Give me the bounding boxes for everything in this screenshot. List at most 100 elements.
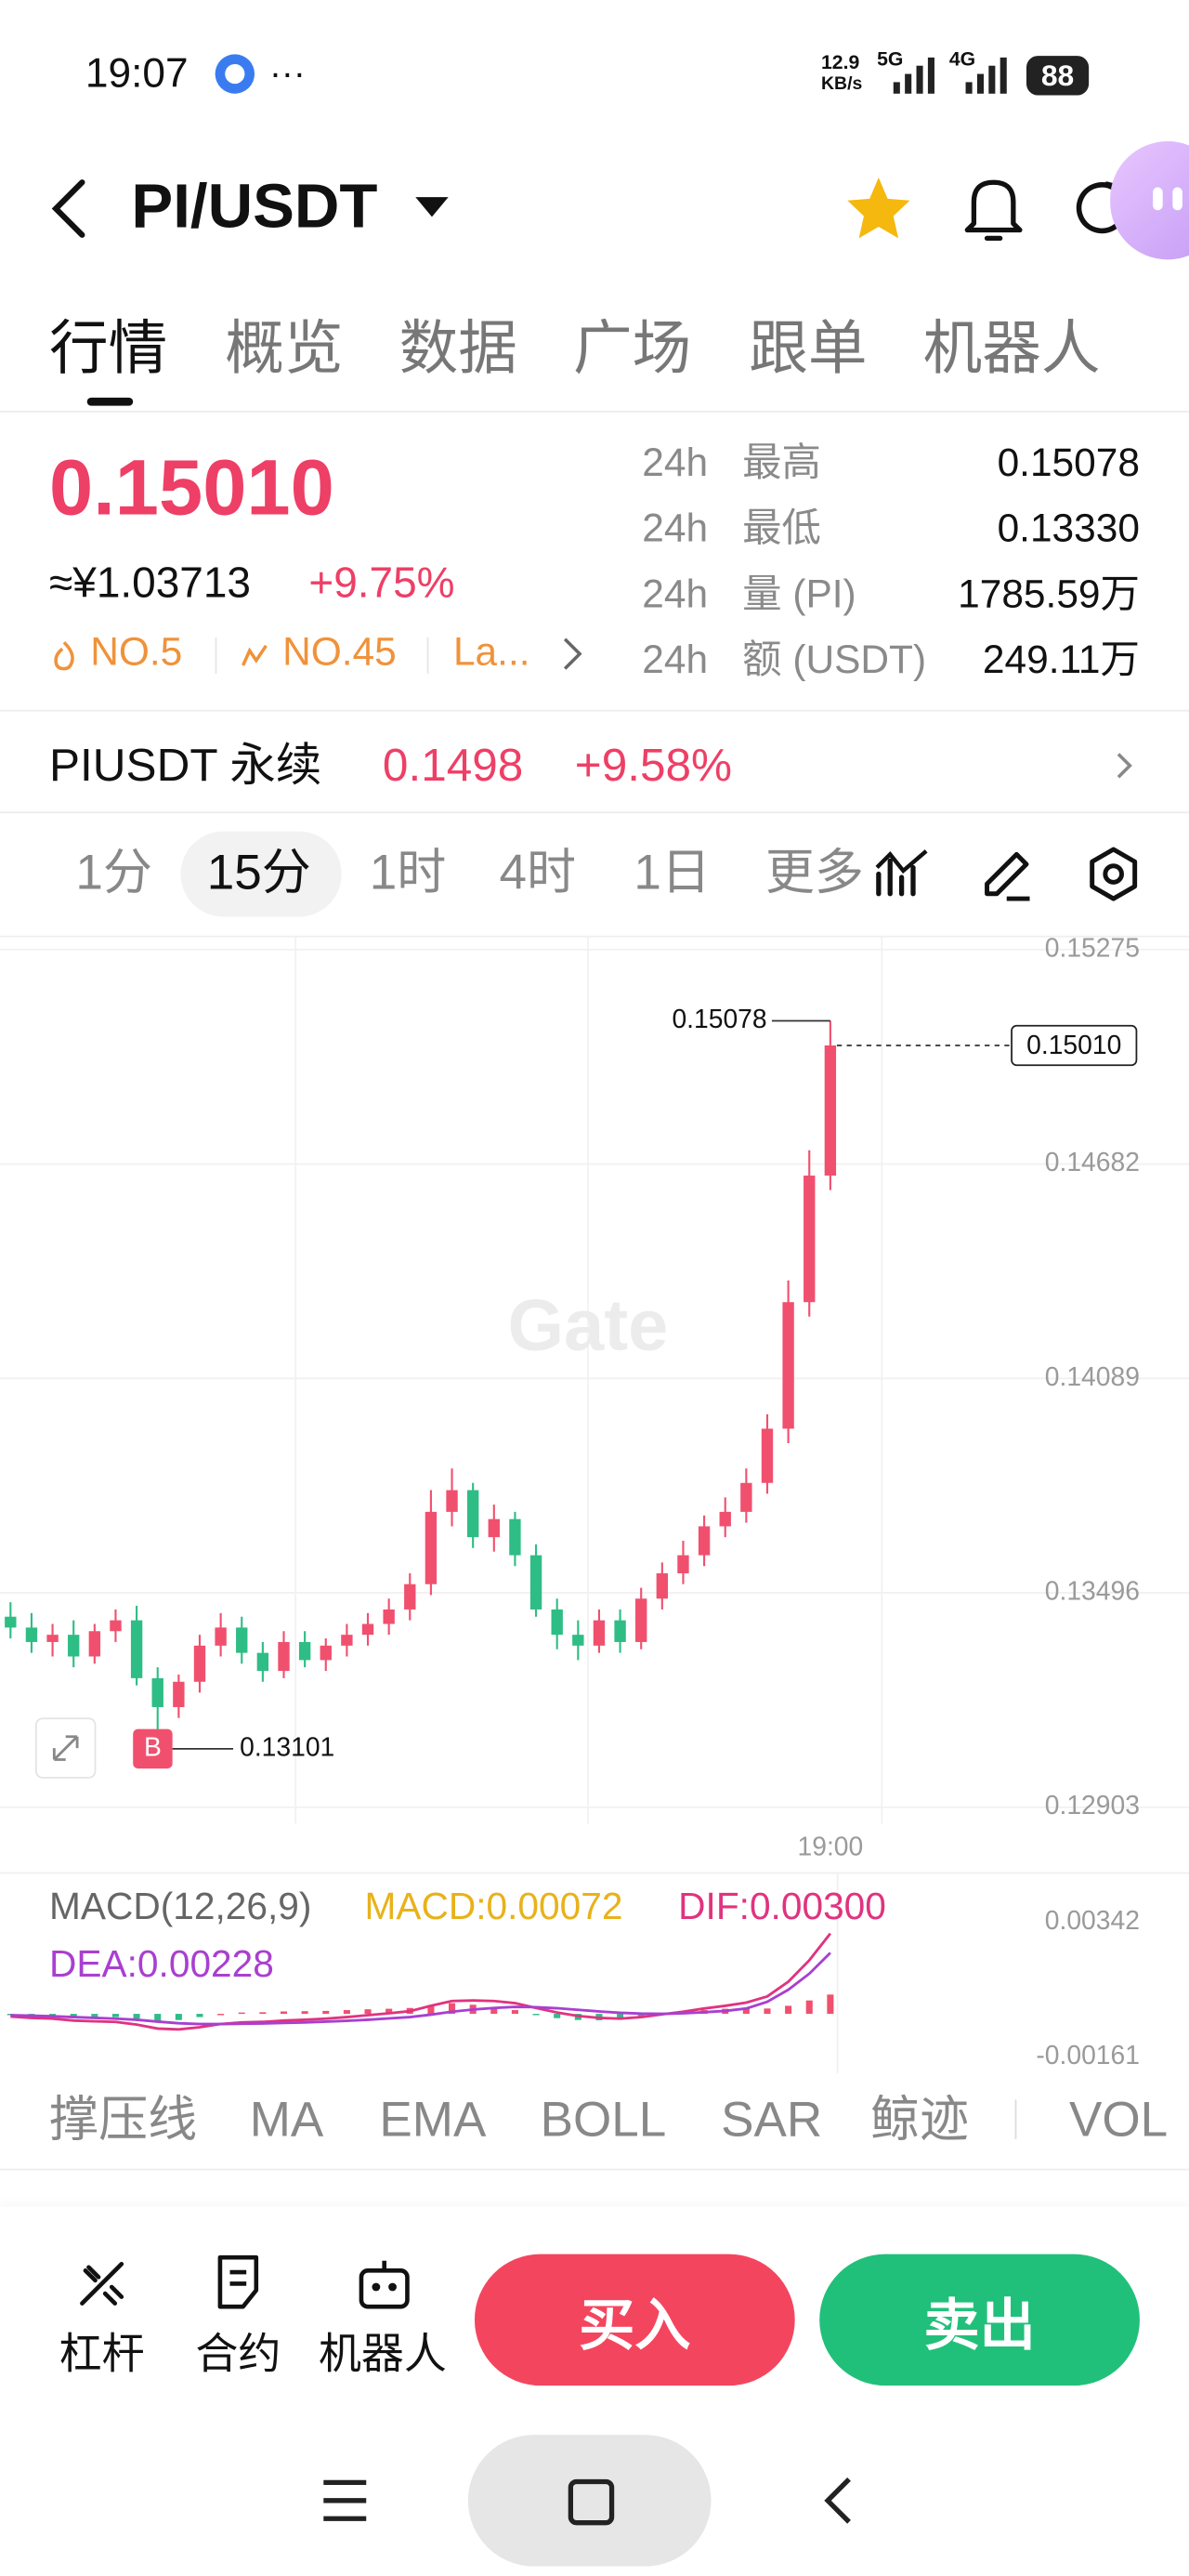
candle-body xyxy=(824,1045,837,1176)
perp-price: 0.1498 xyxy=(382,739,524,791)
toolbar-label[interactable]: 机器人 xyxy=(318,2328,447,2378)
tab[interactable]: 行情 xyxy=(49,314,168,382)
contract-icon[interactable] xyxy=(214,2254,263,2310)
tab[interactable]: 数据 xyxy=(399,314,517,382)
macd-bar xyxy=(511,2010,518,2015)
candle-body xyxy=(278,1641,290,1672)
toolbar-label[interactable]: 合约 xyxy=(195,2328,281,2378)
macd-bar xyxy=(133,2014,140,2019)
macd-bar xyxy=(785,2005,792,2015)
candle-body xyxy=(466,1490,479,1538)
macd-bar xyxy=(764,2008,771,2015)
indicator-tab[interactable]: BOLL xyxy=(540,2093,667,2148)
indicator-tab[interactable]: 鲸迹 xyxy=(870,2093,970,2148)
candle-body xyxy=(215,1627,227,1646)
stat-label: 量 (PI) xyxy=(742,572,856,618)
pair-dropdown[interactable] xyxy=(414,194,451,220)
candle-body xyxy=(446,1490,458,1512)
last-price: 0.15010 xyxy=(49,445,334,533)
last-price-box xyxy=(1011,1024,1138,1067)
divider xyxy=(0,811,1189,814)
y-tick-label: 0.14089 xyxy=(1045,1361,1140,1391)
macd-line xyxy=(10,1952,831,2026)
candle-body xyxy=(46,1635,59,1642)
candle-body xyxy=(782,1302,794,1429)
candle-body xyxy=(677,1555,689,1574)
net-speed: 12.9 xyxy=(820,50,860,74)
tab-indicator xyxy=(86,397,134,406)
candle-body xyxy=(193,1645,206,1682)
separator xyxy=(1014,2099,1017,2139)
rank-badge[interactable]: La... xyxy=(452,630,530,675)
macd-legend: DEA:0.00228 xyxy=(49,1942,274,1985)
draw-button[interactable] xyxy=(977,845,1037,904)
nav-back[interactable] xyxy=(817,2475,856,2528)
candle-body xyxy=(5,1616,17,1628)
y-tick-label: -0.00161 xyxy=(1036,2040,1140,2070)
sell-button[interactable]: 卖出 xyxy=(819,2254,1140,2386)
tab[interactable]: 机器人 xyxy=(922,314,1101,382)
watermark: Gate xyxy=(507,1286,668,1366)
indicator-tab[interactable]: MA xyxy=(249,2093,324,2148)
rank-badge[interactable]: NO.45 xyxy=(282,630,397,675)
macd-bar xyxy=(7,2014,14,2016)
candle-body xyxy=(614,1620,626,1642)
candle-body xyxy=(25,1627,38,1642)
network-type: 4G xyxy=(948,46,976,71)
nav-menu[interactable] xyxy=(320,2477,370,2524)
back-button[interactable] xyxy=(46,177,96,240)
tab[interactable]: 概览 xyxy=(225,314,344,382)
candle-body xyxy=(635,1598,647,1642)
candle-body xyxy=(88,1631,101,1657)
tab[interactable]: 广场 xyxy=(573,314,692,382)
indicator-tab[interactable]: VOL xyxy=(1068,2093,1169,2148)
candle-body xyxy=(593,1620,606,1646)
network-type: 5G xyxy=(877,46,904,71)
macd-bar xyxy=(554,2014,561,2018)
perp-name[interactable]: PIUSDT 永续 xyxy=(49,739,322,791)
interval[interactable]: 1分 xyxy=(75,846,152,900)
indicator-tab[interactable]: EMA xyxy=(379,2093,487,2148)
interval-selected-bg xyxy=(180,831,342,917)
macd-bar xyxy=(827,1994,834,2015)
chevron-right[interactable] xyxy=(1114,749,1137,782)
macd-bar xyxy=(532,2014,540,2016)
stat-value: 249.11万 xyxy=(982,638,1140,683)
candle-body xyxy=(404,1584,416,1610)
nav-home[interactable] xyxy=(467,2435,712,2567)
chevron-right[interactable] xyxy=(558,634,584,673)
macd-bar xyxy=(91,2014,98,2017)
fade xyxy=(755,829,871,921)
toolbar-label[interactable]: 杠杆 xyxy=(59,2328,145,2378)
pair-title[interactable]: PI/USDT xyxy=(131,172,378,243)
interval[interactable]: 4时 xyxy=(499,846,577,900)
stat-label: 额 (USDT) xyxy=(742,638,927,683)
macd-bar xyxy=(259,2012,267,2015)
cny-price: ≈¥1.03713 xyxy=(49,558,252,608)
candle-body xyxy=(804,1176,816,1303)
alert-bell[interactable] xyxy=(960,171,1026,246)
leverage-icon[interactable] xyxy=(75,2257,128,2310)
macd-bar xyxy=(322,2010,330,2015)
interval[interactable]: 1日 xyxy=(634,846,711,900)
buy-button[interactable]: 买入 xyxy=(474,2254,795,2386)
macd-bar xyxy=(175,2014,182,2020)
rank-badge[interactable]: NO.5 xyxy=(90,630,183,675)
indicator-button[interactable] xyxy=(874,845,930,904)
separator xyxy=(426,637,429,674)
indicator-tab[interactable]: SAR xyxy=(721,2093,823,2148)
battery: 88 xyxy=(1026,56,1090,96)
macd-bar xyxy=(111,2014,120,2017)
indicator-tab[interactable]: 撑压线 xyxy=(49,2093,198,2148)
interval[interactable]: 更多 xyxy=(764,846,864,900)
last-price-label: 0.15010 xyxy=(1026,1030,1121,1059)
robot-icon[interactable] xyxy=(357,2257,412,2310)
interval[interactable]: 15分 xyxy=(206,846,311,900)
tab[interactable]: 跟单 xyxy=(749,314,868,382)
interval[interactable]: 1时 xyxy=(369,846,447,900)
favorite-star[interactable] xyxy=(843,174,915,243)
change-percent: +9.75% xyxy=(308,558,455,608)
settings-button[interactable] xyxy=(1084,845,1143,904)
candle-body xyxy=(529,1555,542,1610)
